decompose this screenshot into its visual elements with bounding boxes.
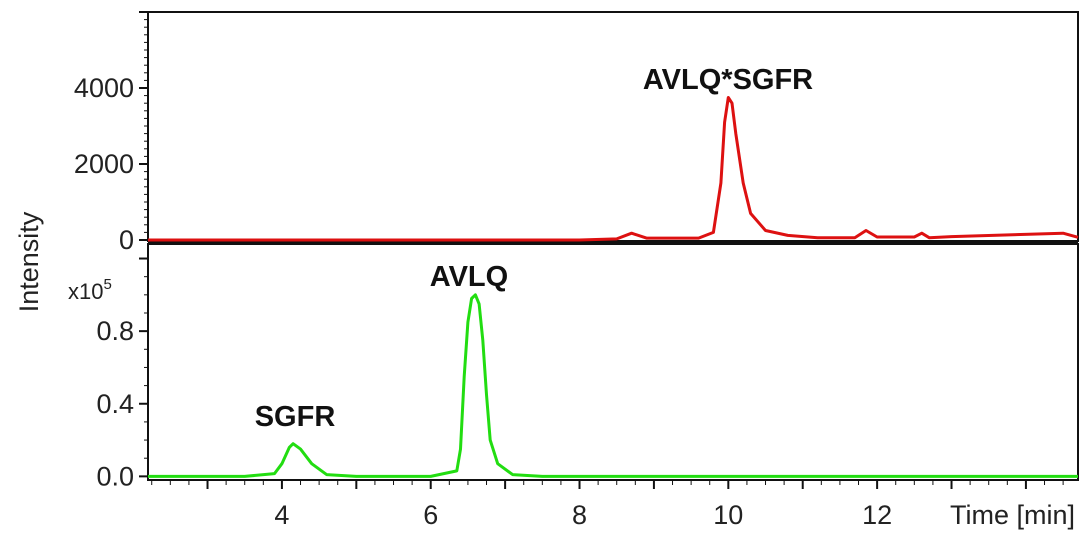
y-tick-label: 0.8 — [96, 316, 134, 346]
x-tick-label: 6 — [423, 500, 438, 530]
red-trace-avlq-sgfr — [148, 96, 1079, 242]
peak-label-avlq: AVLQ — [430, 261, 508, 293]
y-tick-label: 2000 — [74, 149, 134, 179]
x-axis: 4 6 8 10 12 — [151, 480, 1064, 530]
y-multiplier: x105 — [68, 276, 112, 304]
bottom-y-axis: 0.0 0.4 0.8 — [96, 257, 148, 491]
x-tick-label: 10 — [713, 500, 743, 530]
peak-label-avlq-sgfr: AVLQ*SGFR — [643, 64, 813, 96]
x-tick-label: 12 — [862, 500, 892, 530]
y-tick-label: 0.0 — [96, 461, 134, 491]
top-y-axis: 0 2000 4000 — [74, 11, 148, 255]
bottom-panel-frame — [147, 243, 1079, 481]
y-tick-label: 4000 — [74, 73, 134, 103]
green-trace — [148, 293, 1078, 478]
top-panel-frame — [147, 11, 1079, 242]
x-axis-title: Time [min] — [950, 500, 1075, 530]
y-axis-title: Intensity — [14, 211, 44, 312]
y-tick-label: 0.4 — [96, 389, 134, 419]
x-tick-label: 8 — [572, 500, 587, 530]
peak-label-sgfr: SGFR — [255, 401, 336, 433]
y-tick-label: 0 — [119, 225, 134, 255]
x-tick-label: 4 — [274, 500, 289, 530]
